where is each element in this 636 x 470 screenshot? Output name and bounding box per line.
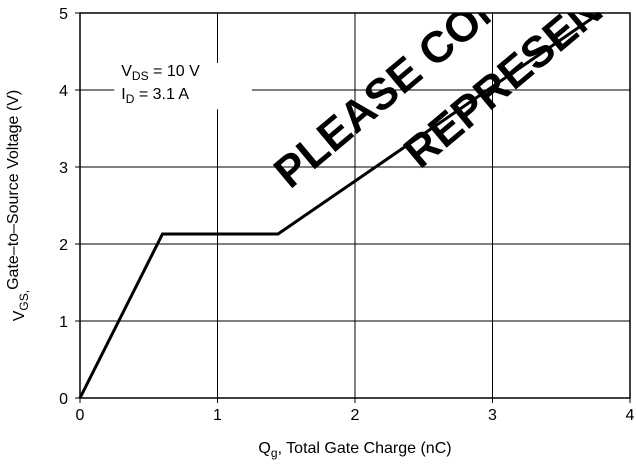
annotation-box — [114, 63, 252, 110]
x-tick-label: 4 — [626, 407, 635, 424]
y-tick-label: 0 — [59, 391, 68, 408]
x-tick-label: 2 — [351, 407, 360, 424]
annotation-line-2: ID = 3.1 A — [121, 86, 189, 106]
y-tick-label: 1 — [59, 314, 68, 331]
y-axis-label-sub: GS, — [17, 290, 31, 311]
x-axis-label-main: Q — [258, 440, 270, 457]
y-axis-label-rest: Gate–to–Source Voltage (V) — [5, 90, 22, 290]
x-tick-label: 1 — [213, 407, 222, 424]
series-layer — [78, 11, 601, 399]
annotation-1-rest: = 10 V — [149, 63, 200, 80]
annotation-2-main: I — [121, 86, 125, 103]
x-tick-label: 3 — [488, 407, 497, 424]
y-axis-label-main: V — [11, 310, 28, 321]
annotation-1-sub: DS — [132, 69, 149, 83]
y-axis-label: VGS,Gate–to–Source Voltage (V) — [5, 90, 31, 321]
annotation-2-sub: D — [126, 92, 135, 106]
x-tick-label: 0 — [76, 407, 85, 424]
series-line-0 — [78, 11, 601, 399]
annotation-1-main: V — [121, 63, 132, 80]
y-tick-label: 2 — [59, 237, 68, 254]
annotation-line-1: VDS = 10 V — [121, 63, 200, 83]
x-axis-label-rest: , Total Gate Charge (nC) — [278, 440, 452, 457]
x-axis-label-sub: g — [271, 446, 278, 460]
y-tick-label: 5 — [59, 6, 68, 23]
x-axis-label: Qg, Total Gate Charge (nC) — [258, 440, 451, 460]
annotation-layer: VDS = 10 V ID = 3.1 A — [114, 63, 252, 110]
y-tick-label: 4 — [59, 83, 68, 100]
y-tick-label: 3 — [59, 160, 68, 177]
annotation-2-rest: = 3.1 A — [134, 86, 189, 103]
